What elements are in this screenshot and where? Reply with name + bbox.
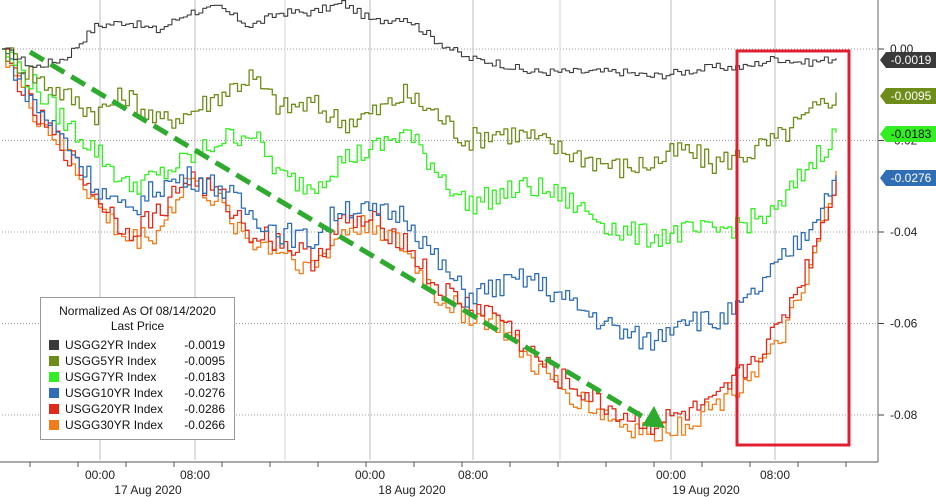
- legend-series-value: -0.0095: [184, 354, 225, 368]
- legend-series-name: USGG20YR Index: [65, 402, 164, 416]
- y-tick-label: -0.04: [890, 225, 918, 239]
- value-tag-label: -0.0183: [891, 127, 932, 141]
- legend-series-name: USGG7YR Index: [65, 370, 157, 384]
- x-tick-label: 08:00: [180, 468, 210, 482]
- x-tick-label: 08:00: [760, 468, 790, 482]
- x-tick-label: 08:00: [458, 468, 488, 482]
- legend-series-name: USGG2YR Index: [65, 338, 157, 352]
- legend-item: USGG10YR Index -0.0276: [41, 385, 234, 401]
- series-line-usgg20yr: [2, 48, 837, 435]
- x-day-label: 17 Aug 2020: [114, 483, 182, 497]
- legend-item: USGG30YR Index -0.0266: [41, 417, 234, 433]
- x-tick-label: 00:00: [355, 468, 385, 482]
- legend-subtitle: Last Price: [110, 319, 165, 333]
- legend-swatch: [49, 340, 59, 350]
- annotations: [28, 49, 851, 447]
- legend-series-name: USGG30YR Index: [65, 418, 164, 432]
- legend-series-name: USGG10YR Index: [65, 386, 164, 400]
- value-tag-bg: [880, 126, 936, 142]
- legend-series-value: -0.0019: [184, 338, 225, 352]
- legend-item: USGG7YR Index -0.0183: [41, 369, 234, 385]
- trend-arrow-head: [642, 406, 665, 428]
- legend-item: USGG5YR Index -0.0095: [41, 353, 234, 369]
- value-tag-label: -0.0276: [891, 171, 932, 185]
- value-tag-label: -0.0019: [891, 53, 932, 67]
- x-day-label: 18 Aug 2020: [378, 483, 446, 497]
- legend-rows: USGG2YR Index -0.0019 USGG5YR Index -0.0095…: [41, 337, 234, 433]
- legend-series-value: -0.0276: [184, 386, 225, 400]
- value-tags: -0.0019 -0.0095 -0.0183 -0.0276: [880, 52, 936, 186]
- legend-swatch: [49, 372, 59, 382]
- legend-series-value: -0.0286: [184, 402, 225, 416]
- x-tick-label: 00:00: [656, 468, 686, 482]
- y-tick-label: -0.08: [890, 408, 918, 422]
- y-axis: 0.00-0.02-0.04-0.06-0.08: [877, 0, 918, 462]
- legend-series-name: USGG5YR Index: [65, 354, 157, 368]
- highlight-rectangle: [735, 49, 851, 447]
- series-line-usgg2yr: [2, 0, 837, 80]
- legend-item: USGG2YR Index -0.0019: [41, 337, 234, 353]
- trend-arrow-line: [28, 49, 652, 424]
- legend-swatch: [49, 388, 59, 398]
- legend-series-value: -0.0266: [184, 418, 225, 432]
- legend-swatch: [49, 356, 59, 366]
- series-line-usgg7yr: [2, 48, 837, 248]
- legend-series-value: -0.0183: [184, 370, 225, 384]
- y-tick-label: -0.06: [890, 317, 918, 331]
- legend: Normalized As Of 08/14/2020 Last Price U…: [40, 297, 235, 440]
- series-line-usgg30yr: [2, 48, 837, 442]
- legend-item: USGG20YR Index -0.0286: [41, 401, 234, 417]
- value-tag-bg: [880, 88, 936, 104]
- series-lines: [2, 0, 837, 442]
- legend-swatch: [49, 404, 59, 414]
- legend-title: Normalized As Of 08/14/2020: [59, 304, 216, 318]
- series-line-usgg10yr: [2, 48, 837, 351]
- value-tag-label: -0.0095: [891, 89, 932, 103]
- legend-swatch: [49, 420, 59, 430]
- x-day-label: 19 Aug 2020: [672, 483, 740, 497]
- x-tick-label: 00:00: [85, 468, 115, 482]
- grid: [2, 0, 878, 460]
- value-tag-bg: [880, 170, 936, 186]
- value-tag-bg: [880, 52, 936, 68]
- series-line-usgg5yr: [2, 47, 837, 179]
